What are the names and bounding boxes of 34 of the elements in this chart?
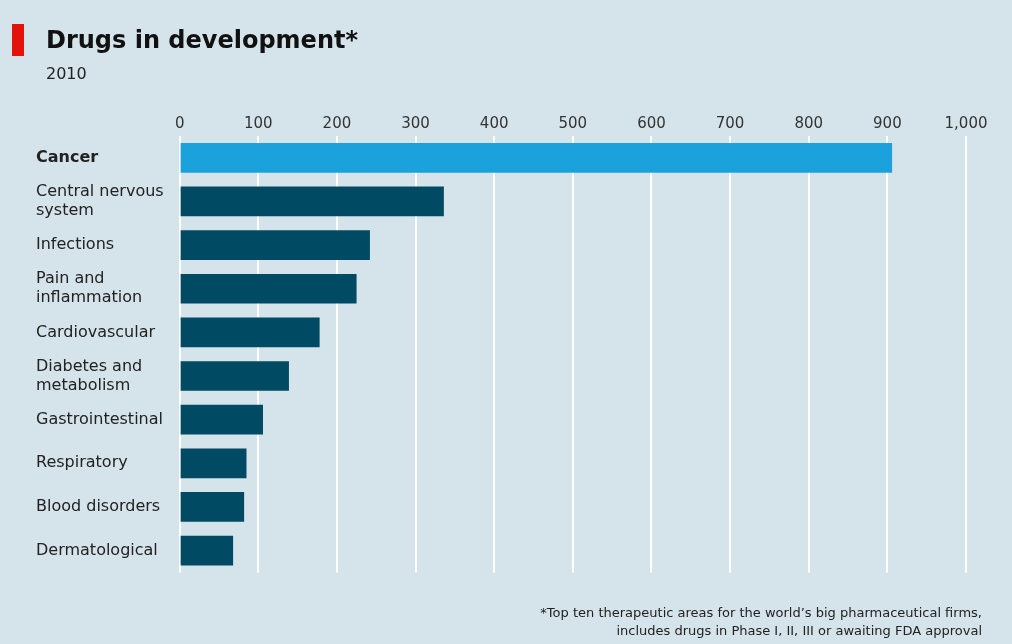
y-tick-label: Diabetes and metabolism bbox=[36, 355, 143, 394]
x-tick-label: 600 bbox=[637, 113, 666, 132]
bar bbox=[180, 273, 357, 304]
y-tick-label: Blood disorders bbox=[36, 496, 161, 516]
bar bbox=[180, 404, 263, 435]
x-tick-label: 300 bbox=[401, 113, 430, 132]
x-tick-label: 100 bbox=[243, 113, 273, 132]
x-tick-label: 200 bbox=[322, 113, 352, 132]
y-tick-label: Pain and inflammation bbox=[36, 268, 143, 307]
bar bbox=[180, 492, 245, 522]
y-tick-label: Gastrointestinal bbox=[36, 408, 163, 428]
bar bbox=[180, 142, 893, 173]
y-tick-label: Infections bbox=[36, 234, 115, 254]
y-tick-label: Cancer bbox=[36, 146, 99, 166]
bar bbox=[180, 186, 444, 217]
x-tick-label: 900 bbox=[873, 113, 902, 132]
bar bbox=[180, 317, 320, 348]
chart-title: Drugs in development* bbox=[46, 26, 358, 54]
y-tick-label: Dermatological bbox=[36, 539, 158, 559]
x-tick-label: 400 bbox=[479, 113, 509, 132]
bar bbox=[180, 230, 370, 260]
bar bbox=[180, 448, 247, 479]
x-tick-label: 0 bbox=[174, 113, 185, 132]
text: *Top ten therapeutic areas for the world’s big pharmaceutical firms, includes drugs in Phase I, II, III or awaiting FDA approval bbox=[539, 604, 982, 640]
x-tick-label: 800 bbox=[794, 113, 824, 132]
x-tick-label: 700 bbox=[715, 113, 745, 132]
bar bbox=[180, 535, 234, 566]
chart-subtitle: 2010 bbox=[46, 64, 87, 83]
bar bbox=[180, 361, 289, 391]
y-tick-label: Respiratory bbox=[36, 452, 128, 472]
x-tick-label: 1,000 bbox=[944, 113, 988, 132]
y-tick-label: Cardiovascular bbox=[36, 321, 156, 341]
x-tick-label: 500 bbox=[558, 113, 588, 132]
y-tick-label: Central nervous system bbox=[36, 181, 164, 220]
